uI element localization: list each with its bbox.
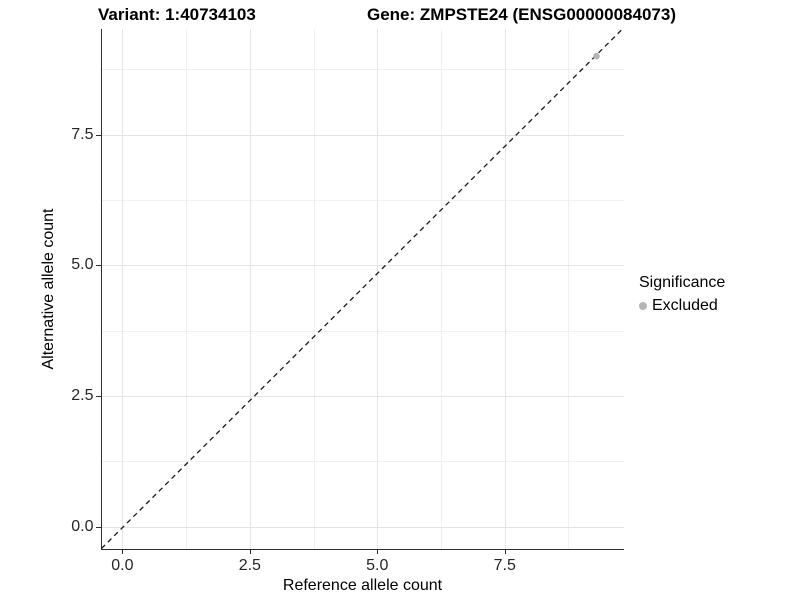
major-gridline-horizontal — [101, 265, 624, 267]
minor-gridline-vertical — [568, 29, 570, 549]
y-axis-title: Alternative allele count — [40, 208, 57, 370]
major-gridline-horizontal — [101, 134, 624, 136]
y-tick-mark — [96, 526, 101, 528]
legend: Significance Excluded — [639, 273, 725, 315]
x-tick-label: 5.0 — [366, 556, 389, 574]
minor-gridline-horizontal — [101, 199, 624, 201]
x-tick-label: 0.0 — [111, 556, 134, 574]
legend-entry-excluded: Excluded — [639, 296, 725, 315]
plot-title-gene: Gene: ZMPSTE24 (ENSG00000084073) — [367, 5, 676, 24]
minor-gridline-vertical — [186, 29, 188, 549]
y-tick-label: 7.5 — [71, 125, 94, 143]
x-axis-title: Reference allele count — [282, 577, 443, 594]
legend-title: Significance — [639, 274, 726, 291]
y-axis-line — [100, 29, 102, 550]
y-tick-mark — [96, 134, 101, 136]
major-gridline-horizontal — [101, 526, 624, 528]
major-gridline-vertical — [377, 29, 379, 549]
x-tick-label: 2.5 — [238, 556, 261, 574]
y-tick-label: 2.5 — [71, 386, 94, 404]
x-tick-mark — [504, 549, 506, 554]
identity-dashed-line — [101, 28, 623, 549]
x-tick-label: 7.5 — [493, 556, 516, 574]
minor-gridline-horizontal — [101, 461, 624, 463]
excluded-marker-icon — [639, 301, 647, 310]
y-tick-mark — [96, 395, 101, 397]
x-axis-line — [100, 548, 624, 550]
minor-gridline-horizontal — [101, 69, 624, 71]
minor-gridline-horizontal — [101, 330, 624, 332]
y-tick-label: 0.0 — [71, 517, 94, 535]
major-gridline-vertical — [504, 29, 506, 549]
major-gridline-vertical — [122, 29, 124, 549]
x-tick-mark — [122, 549, 124, 554]
x-tick-mark — [377, 549, 379, 554]
y-tick-label: 5.0 — [71, 256, 94, 274]
major-gridline-horizontal — [101, 395, 624, 397]
minor-gridline-vertical — [313, 29, 315, 549]
data-point-excluded — [593, 52, 600, 60]
y-tick-mark — [96, 265, 101, 267]
legend-entry-label: Excluded — [652, 297, 718, 314]
major-gridline-vertical — [249, 29, 251, 549]
minor-gridline-vertical — [441, 29, 442, 549]
x-tick-mark — [249, 549, 251, 554]
plot-title-variant: Variant: 1:40734103 — [98, 5, 256, 24]
